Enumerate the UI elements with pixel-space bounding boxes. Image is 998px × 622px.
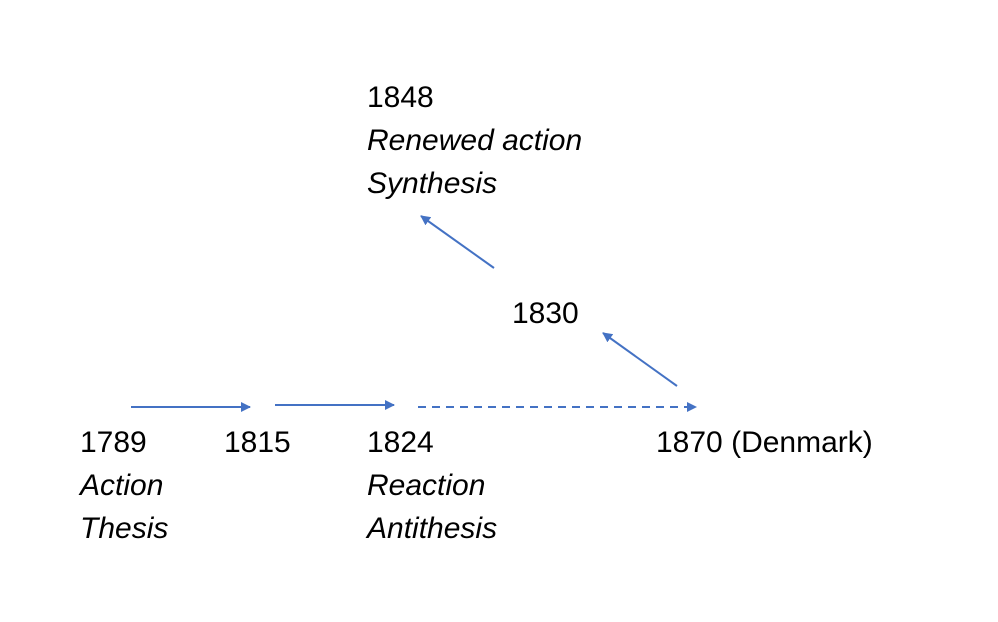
node-1848: 1848 Renewed action Synthesis (367, 76, 582, 205)
node-1848-year: 1848 (367, 81, 434, 114)
node-1815: 1815 (224, 421, 291, 464)
arrow-1830-to-1848 (420, 215, 495, 269)
node-1870-year: 1870 (Denmark) (656, 426, 873, 459)
node-1789-concept: Thesis (80, 512, 169, 545)
arrow-1870-to-1830 (602, 332, 678, 387)
node-1815-year: 1815 (224, 426, 291, 459)
node-1830: 1830 (512, 292, 579, 335)
node-1848-label: Renewed action (367, 124, 583, 157)
node-1789-label: Action (80, 469, 164, 502)
node-1824-label: Reaction (367, 469, 486, 502)
node-1789-year: 1789 (80, 426, 147, 459)
node-1824-year: 1824 (367, 426, 434, 459)
node-1830-year: 1830 (512, 297, 579, 330)
node-1824: 1824 Reaction Antithesis (367, 421, 497, 550)
node-1789: 1789 Action Thesis (80, 421, 168, 550)
node-1824-concept: Antithesis (367, 512, 498, 545)
node-1870: 1870 (Denmark) (656, 421, 873, 464)
node-1848-concept: Synthesis (367, 167, 498, 200)
